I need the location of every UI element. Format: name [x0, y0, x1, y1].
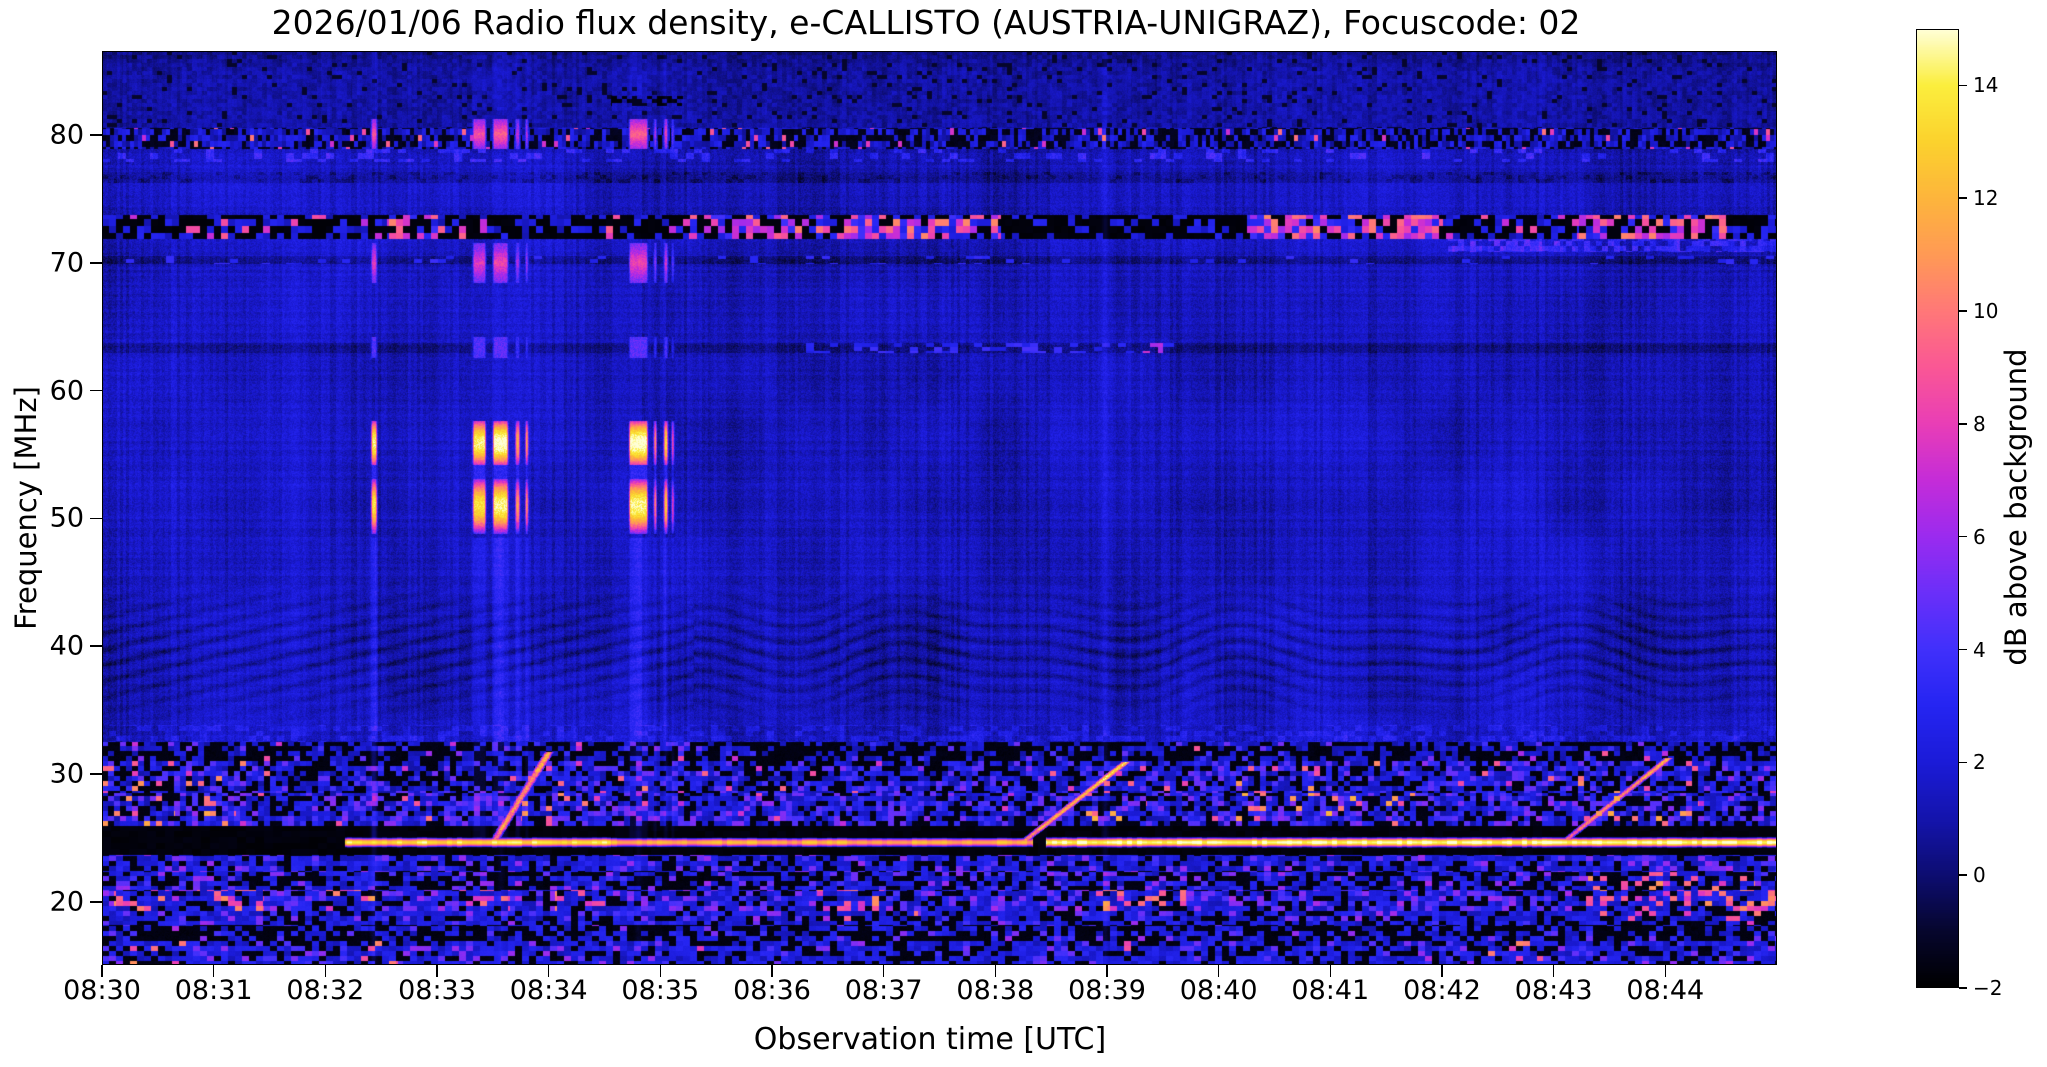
x-tick-label: 08:43 — [1514, 975, 1593, 1006]
colorbar-tick-mark — [1959, 535, 1967, 538]
spectrogram-heatmap — [102, 51, 1777, 965]
y-tick-label: 80 — [49, 119, 84, 151]
colorbar-label: dB above background — [1999, 348, 2033, 666]
colorbar-tick-label: 14 — [1973, 73, 1999, 98]
x-tick-label: 08:39 — [1068, 975, 1146, 1006]
x-tick-mark — [1106, 965, 1108, 977]
x-tick-mark — [436, 965, 438, 977]
colorbar-tick-mark — [1959, 197, 1967, 199]
colorbar-tick-mark — [1959, 84, 1967, 87]
colorbar-tick-label: 8 — [1973, 411, 1986, 436]
x-tick-label: 08:41 — [1291, 975, 1370, 1006]
x-axis-label: Observation time [UTC] — [753, 1022, 1107, 1057]
x-tick-mark — [1329, 965, 1332, 977]
y-tick-label: 60 — [49, 375, 84, 407]
x-tick-mark — [882, 965, 885, 977]
x-tick-label: 08:35 — [621, 975, 700, 1006]
chart-title: 2026/01/06 Radio flux density, e-CALLIST… — [271, 3, 1581, 42]
x-tick-mark — [994, 965, 997, 977]
y-tick-label: 70 — [49, 247, 84, 279]
x-tick-label: 08:32 — [286, 975, 365, 1006]
colorbar-tick-label: 0 — [1973, 863, 1986, 888]
y-tick-mark — [90, 389, 102, 392]
colorbar-tick-label: −2 — [1973, 976, 2003, 1000]
x-tick-mark — [771, 965, 773, 977]
plot-border — [102, 51, 1777, 965]
y-tick-label: 50 — [49, 502, 84, 534]
y-tick-mark — [90, 901, 102, 903]
x-tick-mark — [659, 965, 662, 977]
colorbar-tick-mark — [1959, 874, 1967, 876]
colorbar-tick-mark — [1959, 648, 1967, 651]
colorbar-tick-label: 2 — [1973, 750, 1986, 775]
y-tick-mark — [90, 773, 102, 775]
x-tick-mark — [212, 965, 215, 977]
colorbar-tick-label: 12 — [1973, 186, 1999, 211]
x-tick-label: 08:38 — [956, 975, 1035, 1006]
x-tick-label: 08:37 — [844, 975, 923, 1006]
x-tick-label: 08:36 — [733, 975, 811, 1006]
y-tick-mark — [90, 134, 102, 136]
x-tick-label: 08:33 — [398, 975, 476, 1006]
colorbar-tick-mark — [1959, 310, 1967, 312]
y-tick-label: 40 — [49, 630, 84, 662]
x-tick-label: 08:42 — [1403, 975, 1481, 1006]
y-tick-mark — [90, 261, 102, 264]
colorbar-border — [1916, 29, 1959, 988]
colorbar-gradient — [1916, 29, 1959, 988]
x-tick-mark — [1664, 965, 1667, 977]
y-tick-label: 30 — [49, 758, 84, 790]
x-tick-label: 08:40 — [1179, 975, 1258, 1006]
colorbar-tick-mark — [1959, 761, 1967, 764]
y-tick-mark — [90, 645, 102, 648]
x-tick-label: 08:44 — [1626, 975, 1705, 1006]
x-tick-mark — [547, 965, 550, 977]
y-tick-label: 20 — [49, 886, 84, 918]
x-tick-label: 08:34 — [509, 975, 588, 1006]
colorbar-tick-label: 4 — [1973, 637, 1986, 662]
x-tick-mark — [101, 965, 103, 977]
x-tick-mark — [1441, 965, 1443, 977]
colorbar-tick-label: 10 — [1973, 299, 1999, 324]
colorbar-tick-mark — [1959, 987, 1967, 989]
y-tick-mark — [90, 517, 102, 520]
colorbar-tick-mark — [1959, 423, 1967, 425]
x-tick-mark — [1552, 965, 1555, 977]
x-tick-label: 08:31 — [174, 975, 253, 1006]
x-tick-mark — [324, 965, 327, 977]
colorbar-tick-label: 6 — [1973, 524, 1986, 549]
x-tick-label: 08:30 — [63, 975, 141, 1006]
x-tick-mark — [1217, 965, 1220, 977]
